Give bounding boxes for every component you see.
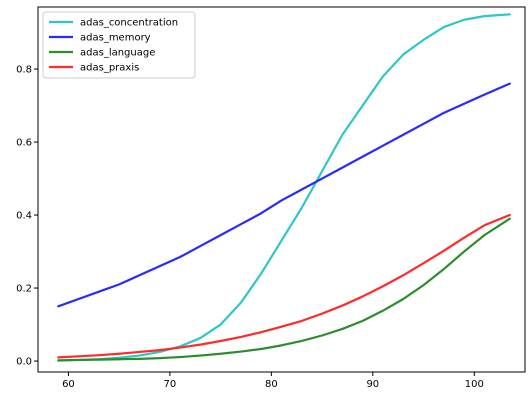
series-lines: [57, 13, 511, 362]
series-line-adas_language: [57, 217, 511, 362]
y-tick-label: 0.0: [16, 357, 32, 368]
y-tick-label: 0.2: [16, 284, 32, 295]
x-tick-label: 60: [62, 379, 75, 390]
series-line-adas_praxis: [57, 213, 511, 359]
x-tick-label: 80: [265, 379, 278, 390]
legend-label-adas_praxis: adas_praxis: [80, 63, 139, 74]
series-line-adas_concentration: [57, 13, 511, 362]
x-axis-ticks: 60 70 80 90 100: [62, 372, 484, 390]
axes-frame: [37, 6, 526, 373]
legend-label-adas_concentration: adas_concentration: [80, 18, 178, 29]
series-line-adas_memory: [57, 82, 511, 308]
y-tick-label: 0.8: [16, 65, 32, 76]
x-tick-label: 90: [366, 379, 379, 390]
x-tick-label: 70: [164, 379, 177, 390]
y-tick-label: 0.4: [16, 211, 32, 222]
legend-box: [42, 11, 196, 79]
y-tick-label: 0.6: [16, 138, 32, 149]
x-tick-label: 100: [465, 379, 484, 390]
legend-label-adas_memory: adas_memory: [80, 33, 151, 44]
axes-spines: [37, 6, 526, 373]
y-axis-ticks: 0.0 0.2 0.4 0.6 0.8: [16, 65, 38, 368]
legend: adas_concentration adas_memory adas_langua…: [42, 11, 196, 79]
legend-label-adas_language: adas_language: [80, 48, 155, 59]
